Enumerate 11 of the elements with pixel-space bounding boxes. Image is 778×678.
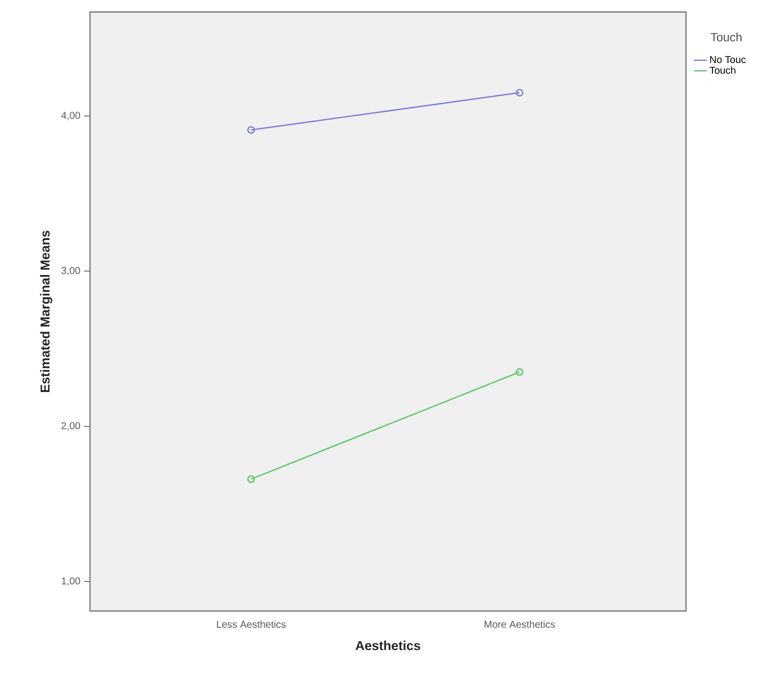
y-tick-label: 2,00 xyxy=(62,422,80,430)
legend-label: Touch xyxy=(710,66,736,74)
x-axis-title: Aesthetics xyxy=(356,640,420,650)
legend-label: No Touc xyxy=(710,56,746,64)
y-tick-label: 3,00 xyxy=(61,267,80,276)
legend-title: Touch xyxy=(710,32,742,42)
x-tick-label: Less Aesthetics xyxy=(217,620,286,628)
x-tick-label: More Aesthetics xyxy=(484,620,555,628)
y-axis-title: Estimated Marginal Means xyxy=(40,230,52,392)
y-tick-label: 1,00 xyxy=(62,577,80,586)
y-tick-label: 4,00 xyxy=(61,112,80,120)
